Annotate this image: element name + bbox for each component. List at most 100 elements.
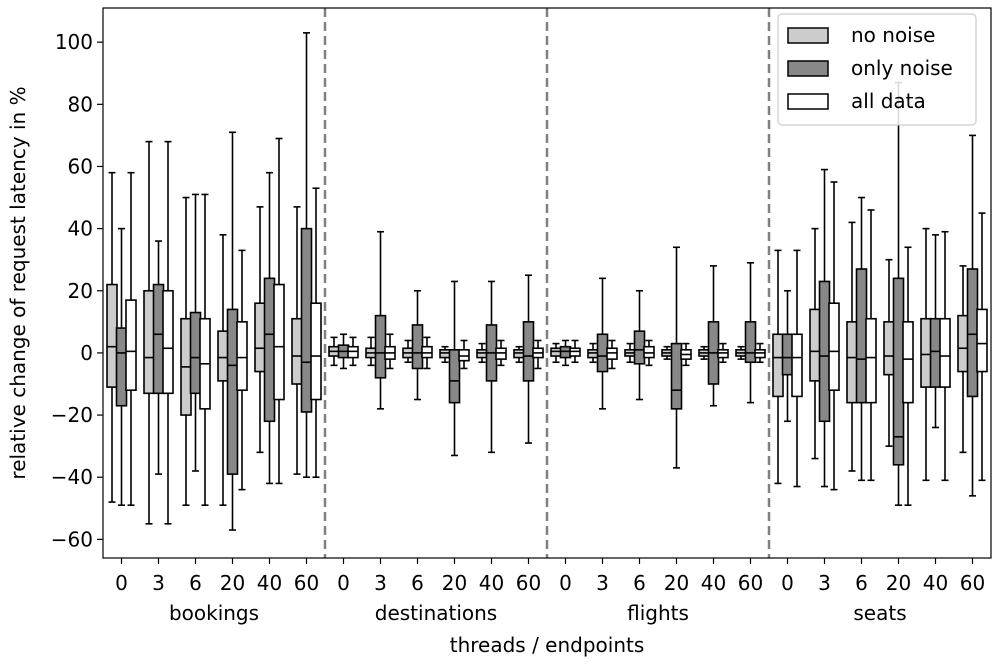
box-destinations-0-no-noise [328,336,340,367]
box-seats-6-no-noise [846,221,858,472]
box-bookings-40-no-noise [254,206,266,454]
y-tick-label: 20 [68,279,93,303]
box-bookings-40-only-noise [263,171,276,485]
box-body [846,321,858,404]
box-body [263,277,276,423]
box-seats-6-only-noise [855,196,868,482]
x-tick-label: 40 [257,571,282,595]
box-body [254,302,266,373]
box-flights-40-no-noise [698,345,710,360]
group-label: flights [627,601,689,625]
x-tick-label: 0 [559,571,572,595]
box-body [744,321,757,364]
box-body [374,314,387,379]
y-tick-label: 100 [55,30,93,54]
group-label: destinations [375,601,497,625]
box-flights-40-all-data [717,342,729,364]
box-body [291,317,303,385]
y-axis: −60 −40 −20 0 20 40 60 80 100 [51,30,103,551]
box-body [106,283,118,388]
box-body [855,268,868,404]
box-destinations-20-all-data [458,339,470,370]
box-body [902,321,914,404]
box-body [236,321,248,392]
box-bookings-3-all-data [162,140,174,525]
box-body [596,333,609,373]
box-seats-60-all-data [976,212,988,482]
y-tick-label: 60 [68,154,93,178]
x-tick-label: 0 [115,571,128,595]
x-tick-label: 40 [923,571,948,595]
box-body [828,302,840,392]
x-tick-label: 0 [781,571,794,595]
box-flights-3-no-noise [587,342,599,364]
box-body [522,321,535,382]
box-flights-20-no-noise [661,345,673,360]
box-flights-6-only-noise [633,289,646,401]
y-tick-label: 80 [68,92,93,116]
box-seats-40-all-data [939,230,951,482]
box-seats-40-only-noise [929,234,942,429]
box-destinations-20-only-noise [448,280,461,457]
x-tick-label: 20 [220,571,245,595]
box-seats-3-all-data [828,181,840,491]
y-tick-label: −60 [51,527,93,551]
box-body [189,311,202,395]
plot-boxes [106,32,988,531]
box-flights-6-no-noise [624,342,636,364]
x-tick-label: 6 [633,571,646,595]
box-body [411,324,424,370]
box-destinations-0-only-noise [337,333,350,370]
box-flights-6-all-data [643,339,655,367]
box-flights-3-all-data [606,339,618,370]
box-bookings-0-all-data [125,171,137,506]
box-body [448,349,461,404]
box-body [809,308,821,382]
box-seats-20-all-data [902,246,914,506]
box-seats-0-no-noise [772,249,784,485]
box-seats-0-all-data [791,249,803,488]
box-seats-0-only-noise [781,289,794,423]
box-destinations-60-only-noise [522,274,535,444]
box-body [865,317,877,404]
box-bookings-20-all-data [236,249,248,491]
box-destinations-60-all-data [532,339,544,370]
x-tick-label: 3 [374,571,387,595]
legend-swatch-all-data [787,93,829,110]
box-bookings-6-all-data [199,193,211,506]
box-bookings-60-no-noise [291,206,303,475]
x-tick-label: 40 [479,571,504,595]
box-seats-3-no-noise [809,227,821,460]
box-destinations-0-all-data [347,336,359,367]
box-bookings-3-only-noise [152,240,165,475]
box-body [273,283,285,401]
x-tick-label: 6 [855,571,868,595]
box-body [772,333,784,398]
box-body [115,327,128,407]
legend-label-no-noise: no noise [851,23,935,47]
legend-label-all-data: all data [851,89,926,113]
box-body [939,317,951,388]
group-label: bookings [169,601,259,625]
box-bookings-40-all-data [273,137,285,485]
box-flights-60-only-noise [744,262,757,404]
box-bookings-60-only-noise [300,32,313,479]
box-destinations-40-no-noise [476,342,488,364]
x-tick-label: 3 [152,571,165,595]
box-seats-20-only-noise [892,81,905,506]
box-body [143,289,155,395]
y-tick-label: −40 [51,465,93,489]
box-destinations-40-all-data [495,339,507,367]
box-flights-60-all-data [754,342,766,364]
box-body [217,330,229,382]
x-tick-label: 20 [442,571,467,595]
box-seats-40-no-noise [920,227,932,482]
box-seats-6-all-data [865,209,877,482]
x-tick-label: 20 [664,571,689,595]
legend: no noise only noise all data [777,13,977,126]
box-body [976,308,988,373]
box-destinations-40-only-noise [485,280,498,454]
box-flights-0-only-noise [559,339,572,367]
box-flights-40-only-noise [707,265,720,407]
